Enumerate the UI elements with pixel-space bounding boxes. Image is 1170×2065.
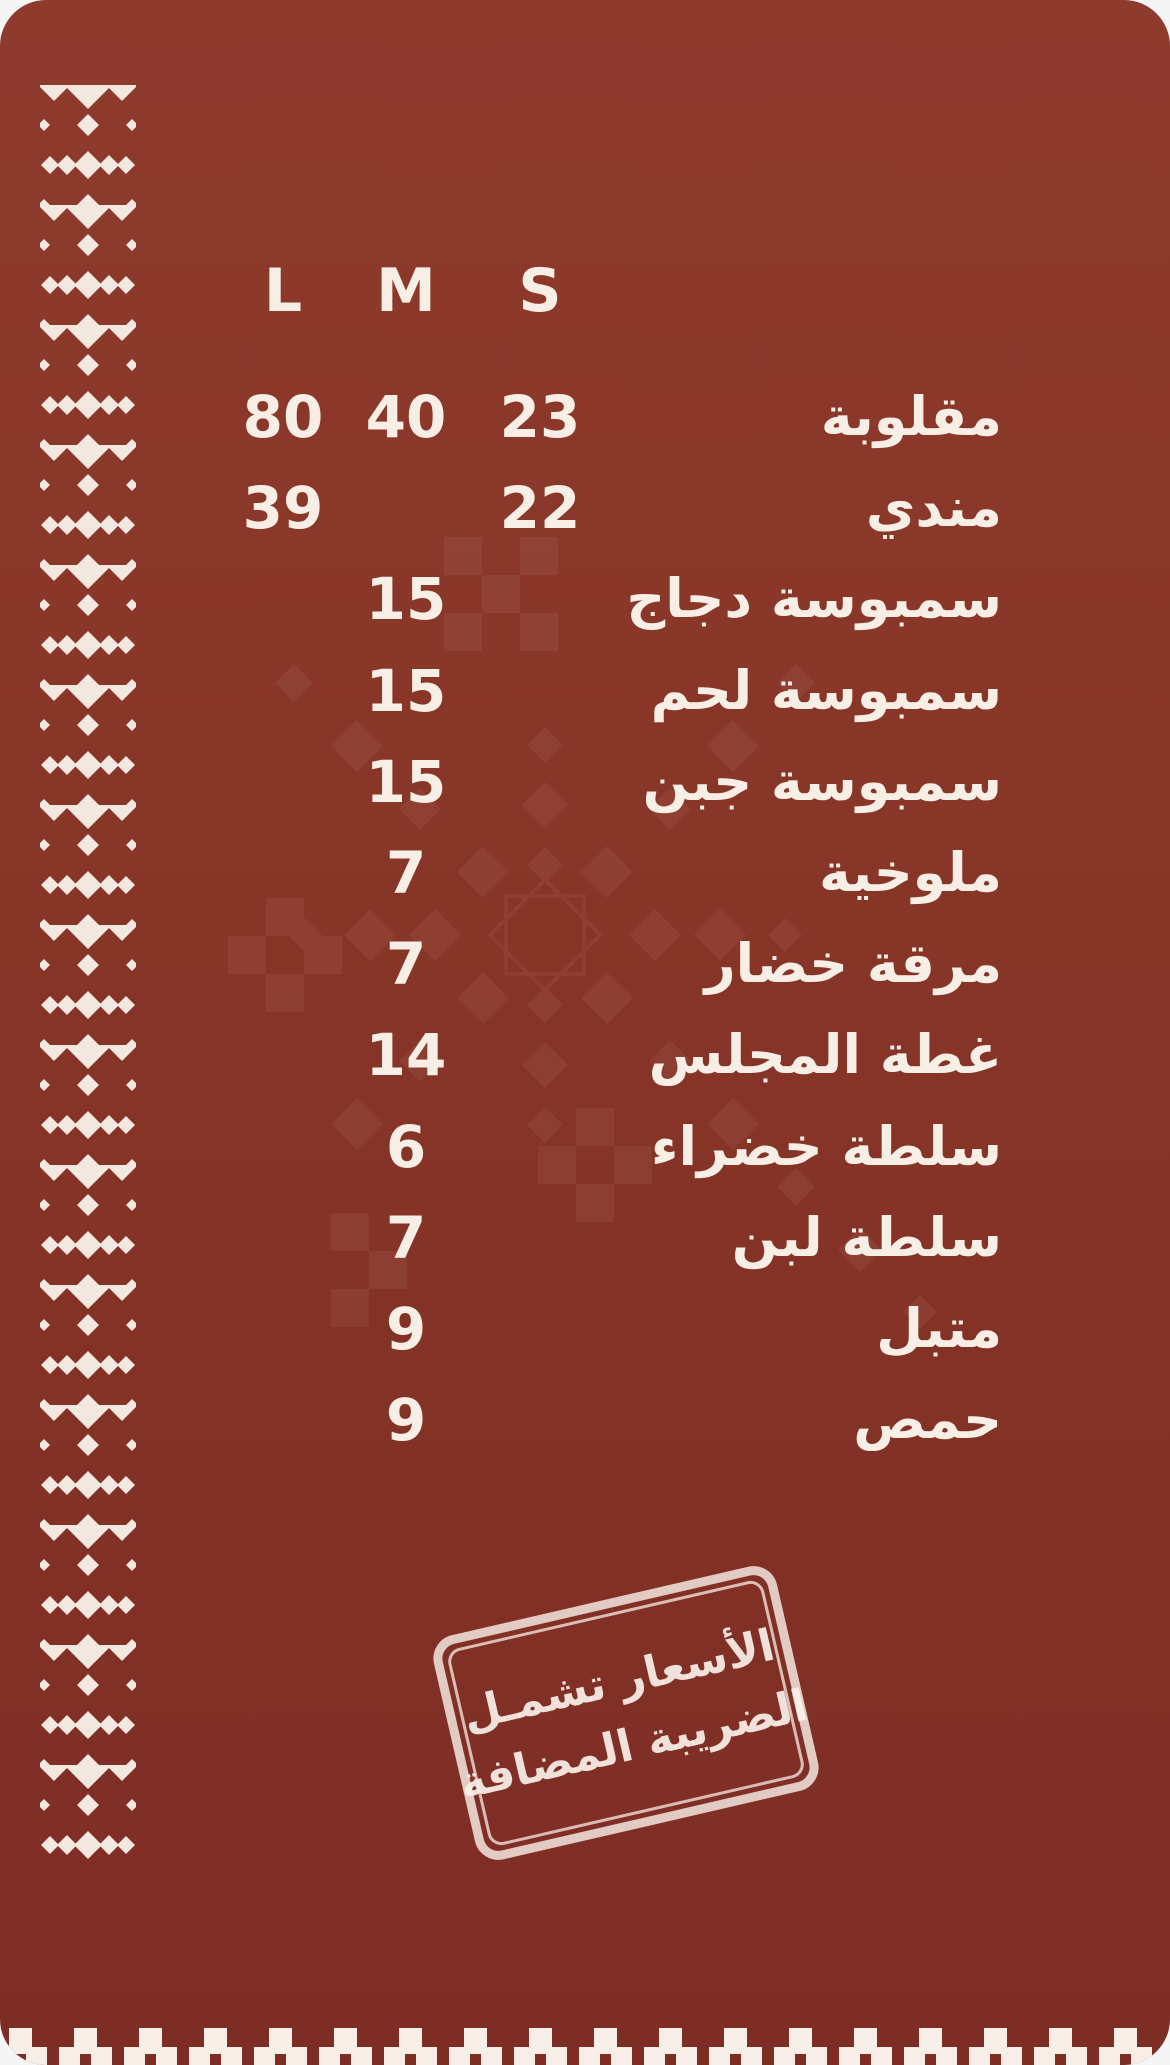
price-medium: 9: [385, 1386, 427, 1454]
menu-row: 9 حمص: [0, 1374, 1170, 1466]
item-name: حمص: [853, 1388, 1002, 1451]
menu-row: 15 سمبوسة لحم: [0, 645, 1170, 737]
item-name: مرقة خضار: [704, 932, 1002, 995]
price-small: 23: [499, 383, 581, 451]
size-header-l: L: [263, 256, 303, 326]
price-small: 22: [499, 474, 581, 542]
menu-row: 9 متبل: [0, 1283, 1170, 1375]
item-name: سمبوسة لحم: [650, 659, 1002, 722]
price-large: 80: [242, 383, 324, 451]
menu-row: 15 سمبوسة جبن: [0, 736, 1170, 828]
price-large: 39: [242, 474, 324, 542]
price-medium: 15: [365, 748, 447, 816]
price-medium: 7: [385, 1204, 427, 1272]
size-header-row: L M S: [0, 245, 1170, 337]
item-name: غطة المجلس: [648, 1023, 1002, 1086]
size-header-s: S: [518, 256, 562, 326]
menu-row: 14 غطة المجلس: [0, 1009, 1170, 1101]
menu-row: 15 سمبوسة دجاج: [0, 553, 1170, 645]
item-name: سمبوسة جبن: [642, 750, 1002, 813]
price-medium: 40: [365, 383, 447, 451]
price-medium: 7: [385, 930, 427, 998]
vat-stamp: الأسعار تشمـل الضريبة المضافة: [428, 1561, 824, 1865]
vat-stamp-text: الأسعار تشمـل الضريبة المضافة: [438, 1609, 814, 1818]
price-medium: 15: [365, 565, 447, 633]
item-name: سمبوسة دجاج: [626, 567, 1002, 630]
item-name: مندي: [865, 476, 1002, 539]
menu-row: 6 سلطة خضراء: [0, 1101, 1170, 1193]
item-name: سلطة خضراء: [650, 1115, 1002, 1178]
menu-row: 39 22 مندي: [0, 462, 1170, 554]
menu-row: 7 ملوخية: [0, 827, 1170, 919]
price-medium: 7: [385, 839, 427, 907]
item-name: متبل: [876, 1297, 1002, 1360]
item-name: سلطة لبن: [731, 1206, 1002, 1269]
item-name: ملوخية: [818, 841, 1002, 904]
vat-stamp-line1: الأسعار تشمـل: [457, 1619, 780, 1741]
vat-stamp-line2: الضريبة المضافة: [454, 1679, 813, 1810]
price-medium: 14: [365, 1021, 447, 1089]
price-medium: 9: [385, 1295, 427, 1363]
price-medium: 6: [385, 1113, 427, 1181]
menu-row: 7 سلطة لبن: [0, 1192, 1170, 1284]
crenellation-border-bottom: [0, 2028, 1170, 2065]
price-medium: 15: [365, 657, 447, 725]
size-header-m: M: [376, 256, 436, 326]
item-name: مقلوبة: [820, 385, 1002, 448]
menu-row: 80 40 23 مقلوبة: [0, 371, 1170, 463]
menu-row: 7 مرقة خضار: [0, 918, 1170, 1010]
